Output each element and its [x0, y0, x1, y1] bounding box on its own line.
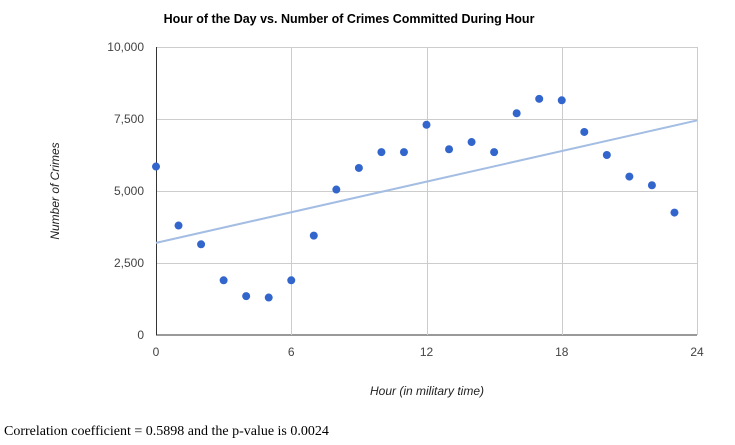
data-point: [602, 151, 611, 159]
data-point: [399, 148, 408, 157]
y-tick-label: 5,000: [114, 184, 144, 198]
data-point: [670, 208, 679, 217]
trendline: [155, 119, 698, 244]
data-point: [377, 148, 386, 157]
x-tick-label: 12: [420, 345, 434, 359]
data-point: [309, 231, 318, 240]
correlation-footnote: Correlation coefficient = 0.5898 and the…: [4, 424, 329, 439]
y-tick-label: 2,500: [114, 256, 144, 270]
scatter-chart: Hour of the Day vs. Number of Crimes Com…: [48, 12, 704, 398]
data-point: [152, 162, 160, 171]
data-point: [354, 163, 363, 172]
data-point: [580, 127, 589, 136]
y-tick-label: 7,500: [114, 112, 144, 126]
tick-labels: 0 2,500 5,000 7,500 10,000 0 6 12 18 24: [107, 40, 704, 359]
data-point: [242, 292, 251, 301]
x-tick-label: 0: [153, 345, 160, 359]
data-point: [490, 148, 499, 157]
data-point: [197, 240, 206, 249]
grid-lines: [156, 47, 698, 336]
chart-title: Hour of the Day vs. Number of Crimes Com…: [164, 12, 535, 26]
data-point: [332, 185, 341, 194]
data-point: [422, 120, 431, 129]
data-point: [264, 293, 273, 302]
data-point: [625, 172, 634, 181]
y-axis-label: Number of Crimes: [48, 142, 62, 239]
data-point: [219, 276, 228, 285]
data-point: [467, 138, 476, 147]
data-point: [512, 109, 521, 118]
y-tick-label: 0: [137, 328, 144, 342]
x-tick-label: 18: [555, 345, 569, 359]
x-tick-label: 24: [690, 345, 704, 359]
data-point: [174, 221, 183, 230]
y-tick-label: 10,000: [107, 40, 144, 54]
data-point: [557, 96, 566, 105]
data-points: [152, 94, 679, 302]
data-point: [287, 276, 296, 285]
x-tick-label: 6: [288, 345, 295, 359]
data-point: [535, 94, 544, 103]
data-point: [445, 145, 454, 154]
x-axis-label: Hour (in military time): [370, 384, 484, 398]
data-point: [647, 181, 656, 190]
